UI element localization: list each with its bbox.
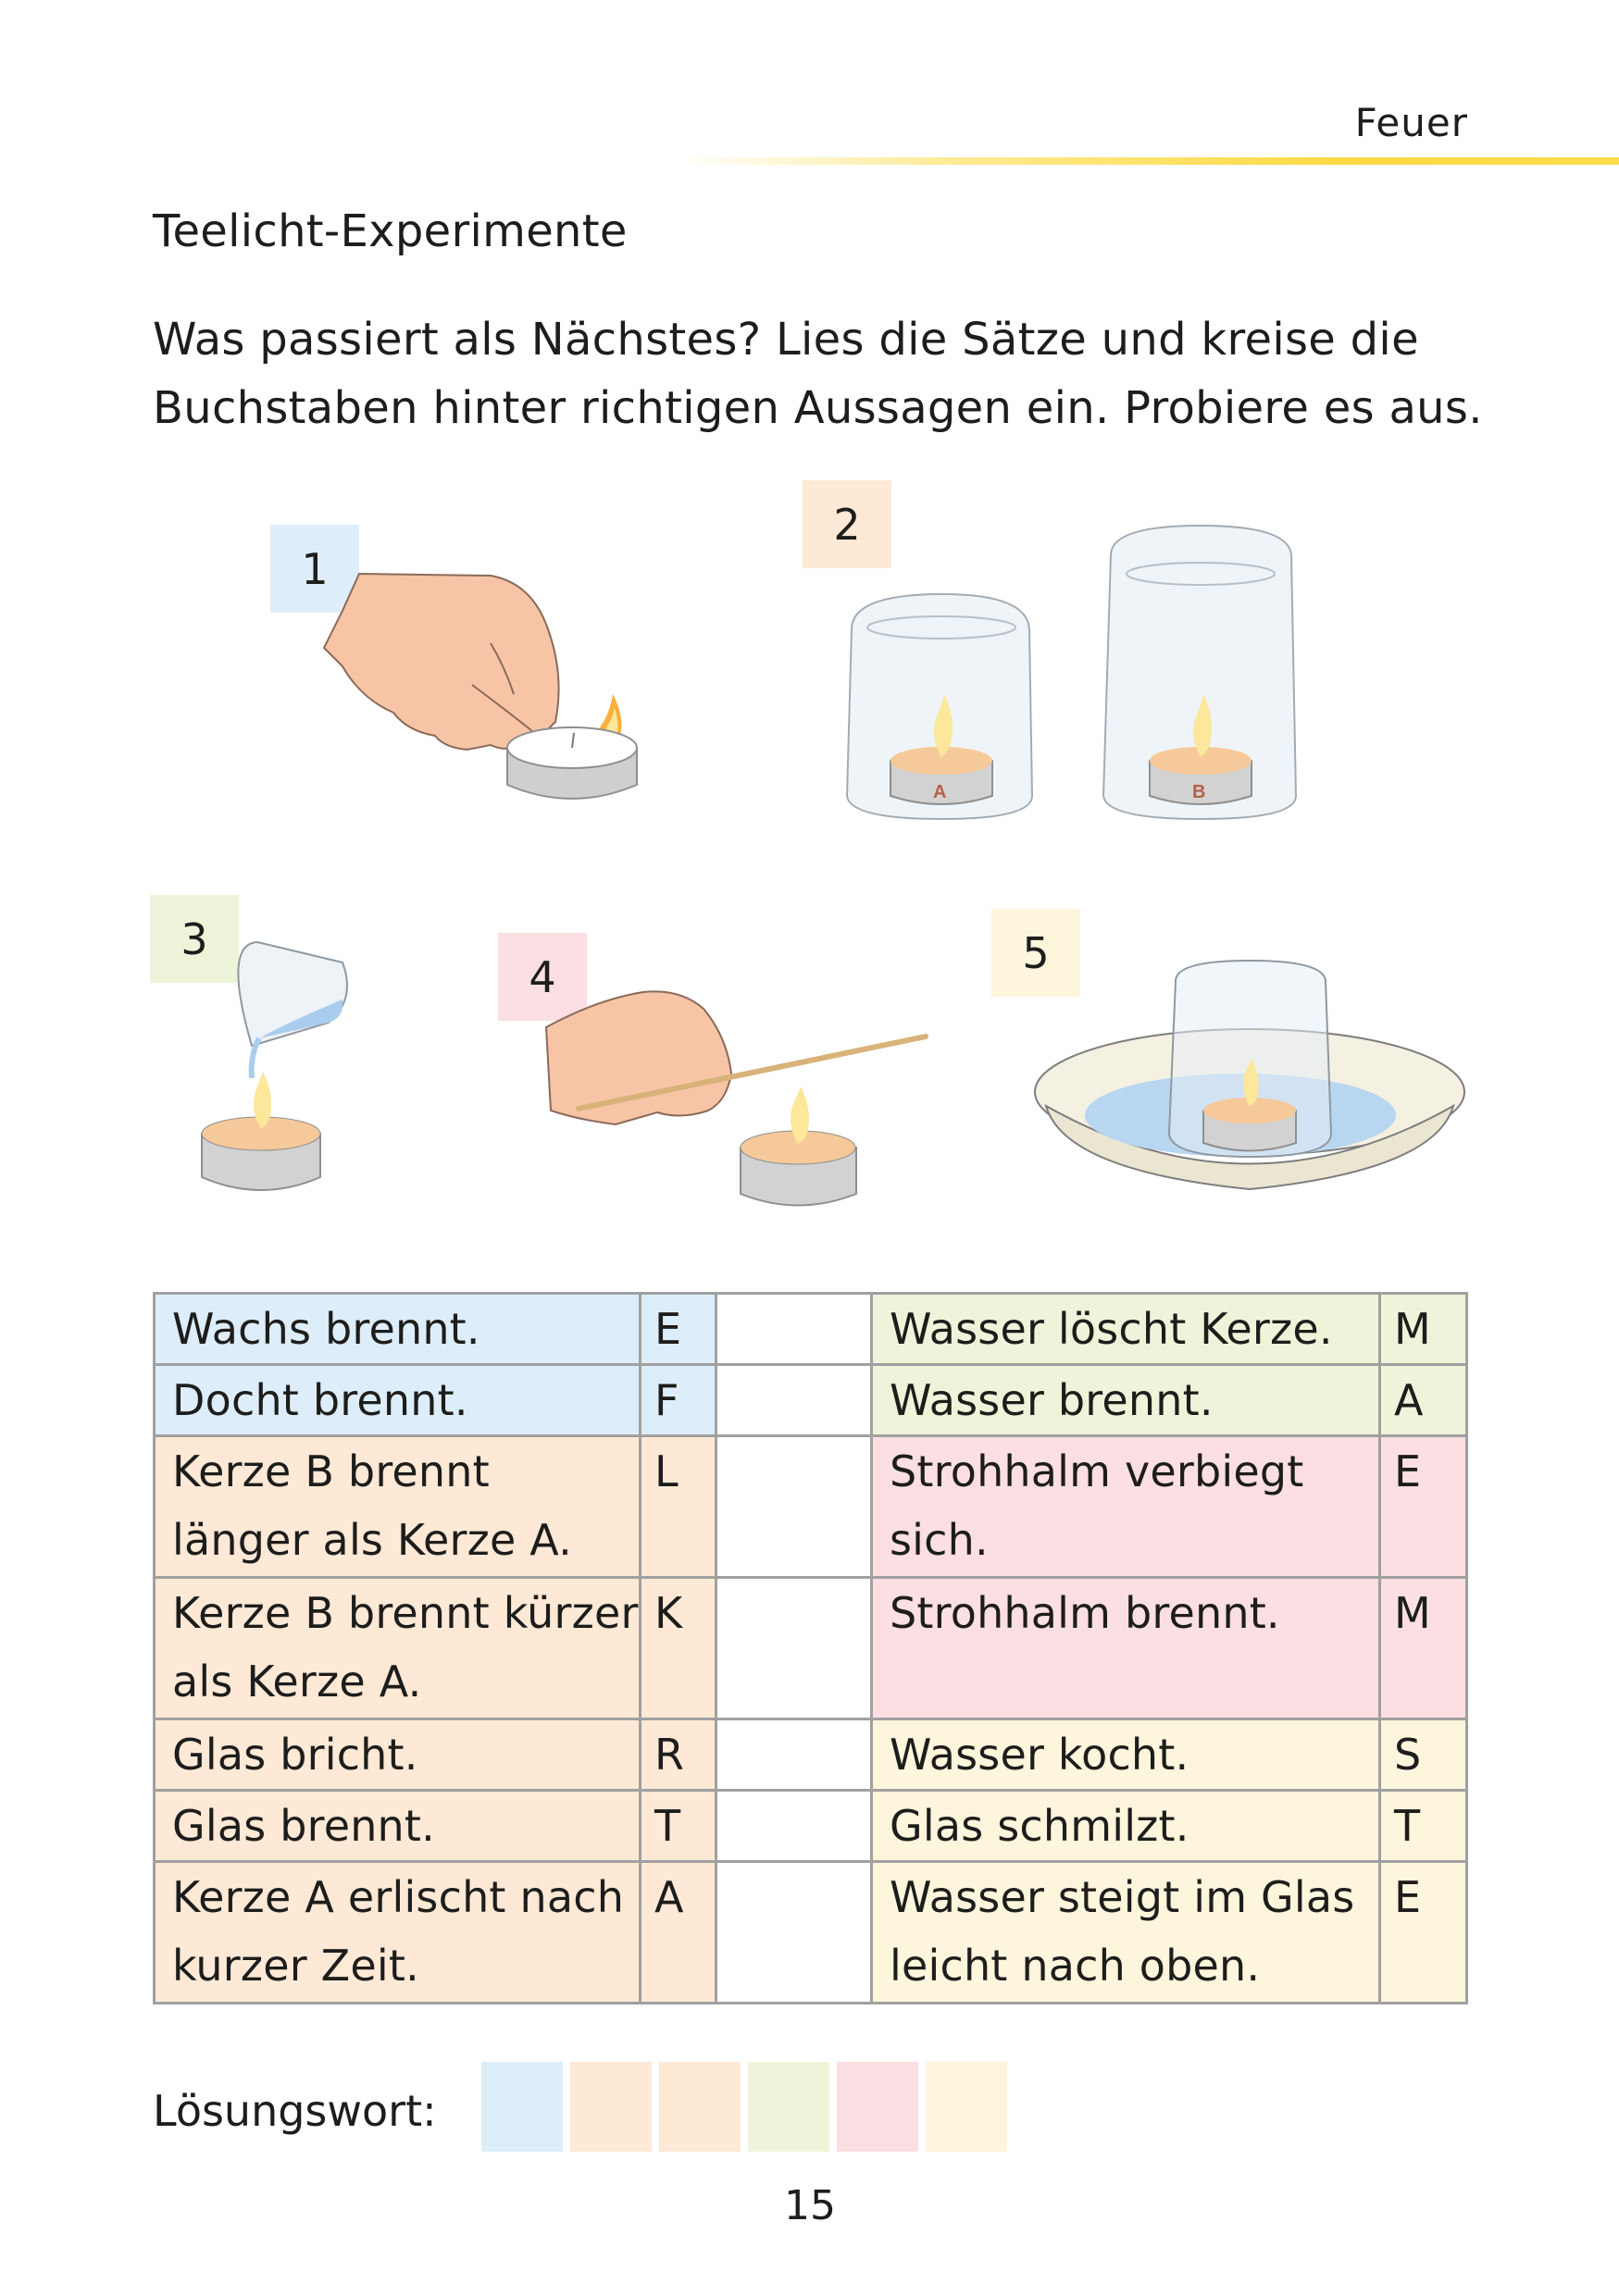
illustration-plate-water-icon — [1034, 959, 1465, 1191]
illustration-hand-match-icon — [322, 572, 638, 800]
answer-letter[interactable]: E — [1378, 1434, 1468, 1579]
statement-table: Wachs brennt. E Wasser löscht Kerze. M D… — [153, 1292, 1468, 2004]
page-title: Teelicht-Experimente — [153, 205, 628, 257]
answer-letter[interactable]: E — [639, 1292, 717, 1366]
illustration-hand-straw-icon — [544, 990, 928, 1207]
answer-letter[interactable]: L — [639, 1434, 717, 1579]
answer-letter[interactable]: T — [1378, 1789, 1468, 1863]
solution-label: Lösungswort: — [153, 2086, 437, 2136]
tealight-label-b: B — [1192, 782, 1205, 802]
solution-box-2[interactable] — [570, 2062, 652, 2152]
solution-box-1[interactable] — [481, 2062, 563, 2152]
statement-cell: Wachs brennt. — [153, 1292, 641, 1366]
spacer-cell — [715, 1576, 873, 1720]
statement-cell: Kerze B brennt länger als Kerze A. — [153, 1434, 641, 1579]
table-row: Kerze A erlischt nach kurzer Zeit. A Was… — [153, 1860, 1468, 2004]
statement-cell: Wasser kocht. — [870, 1718, 1381, 1792]
spacer-cell — [715, 1860, 873, 2004]
table-row: Kerze B brennt länger als Kerze A. L Str… — [153, 1434, 1468, 1579]
answer-letter[interactable]: F — [639, 1363, 717, 1437]
instructions-text: Was passiert als Nächstes? Lies die Sätz… — [153, 314, 1483, 434]
answer-letter[interactable]: E — [1378, 1860, 1468, 2004]
illustration-water-pour-icon — [201, 940, 348, 1191]
statement-cell: Strohhalm verbiegt sich. — [870, 1434, 1381, 1579]
answer-letter[interactable]: M — [1378, 1576, 1468, 1720]
header-accent-line — [676, 157, 1619, 165]
solution-box-5[interactable] — [837, 2062, 918, 2152]
spacer-cell — [715, 1789, 873, 1863]
table-row: Wachs brennt. E Wasser löscht Kerze. M — [153, 1292, 1468, 1366]
solution-box-6[interactable] — [926, 2062, 1007, 2152]
chapter-title: Feuer — [1354, 100, 1468, 145]
experiment-badge-1: 1 — [270, 525, 359, 613]
experiment-badge-4: 4 — [498, 933, 587, 1021]
illustration-glasses-ab-icon: A B — [845, 524, 1298, 821]
solution-box-3[interactable] — [659, 2062, 741, 2152]
statement-cell: Wasser steigt im Glas leicht nach oben. — [870, 1860, 1381, 2004]
answer-letter[interactable]: A — [1378, 1363, 1468, 1437]
table-row: Kerze B brennt kürzer als Kerze A. K Str… — [153, 1576, 1468, 1720]
spacer-cell — [715, 1718, 873, 1792]
experiment-badge-5: 5 — [991, 909, 1080, 997]
spacer-cell — [715, 1292, 873, 1366]
statement-cell: Wasser brennt. — [870, 1363, 1381, 1437]
spacer-cell — [715, 1434, 873, 1579]
statement-cell: Kerze B brennt kürzer als Kerze A. — [153, 1576, 641, 1720]
solution-box-4[interactable] — [748, 2062, 829, 2152]
statement-cell: Glas schmilzt. — [870, 1789, 1381, 1863]
experiment-badge-3: 3 — [150, 895, 239, 983]
answer-letter[interactable]: A — [639, 1860, 717, 2004]
answer-letter[interactable]: K — [639, 1576, 717, 1720]
spacer-cell — [715, 1363, 873, 1437]
statement-cell: Kerze A erlischt nach kurzer Zeit. — [153, 1860, 641, 2004]
answer-letter[interactable]: S — [1378, 1718, 1468, 1792]
answer-letter[interactable]: R — [639, 1718, 717, 1792]
table-row: Glas brennt. T Glas schmilzt. T — [153, 1789, 1468, 1863]
experiment-badge-2: 2 — [803, 480, 891, 568]
answer-letter[interactable]: T — [639, 1789, 717, 1863]
statement-cell: Wasser löscht Kerze. — [870, 1292, 1381, 1366]
statement-cell: Glas brennt. — [153, 1789, 641, 1863]
table-row: Glas bricht. R Wasser kocht. S — [153, 1718, 1468, 1792]
statement-cell: Strohhalm brennt. — [870, 1576, 1381, 1720]
solution-boxes — [481, 2062, 1007, 2152]
statement-cell: Glas bricht. — [153, 1718, 641, 1792]
answer-letter[interactable]: M — [1378, 1292, 1468, 1366]
tealight-label-a: A — [933, 782, 946, 802]
statement-cell: Docht brennt. — [153, 1363, 641, 1437]
page-number: 15 — [784, 2182, 836, 2229]
table-row: Docht brennt. F Wasser brennt. A — [153, 1363, 1468, 1437]
